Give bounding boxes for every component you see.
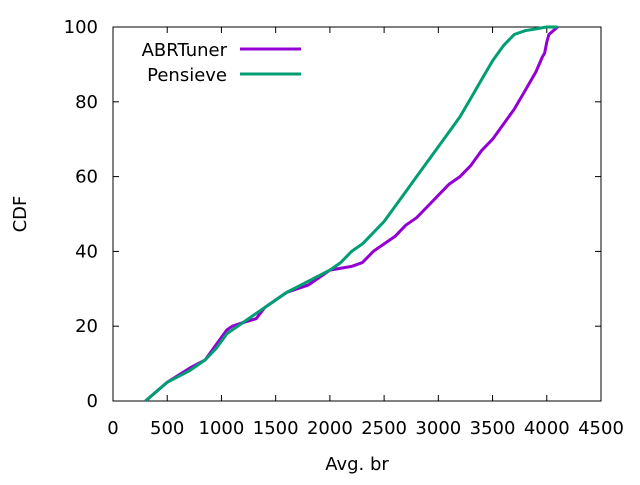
plot-border xyxy=(112,26,602,402)
x-axis-title: Avg. br xyxy=(325,454,389,475)
y-tick-label: 20 xyxy=(75,316,98,337)
x-tick-label: 2000 xyxy=(307,418,353,439)
x-tick-label: 500 xyxy=(150,418,184,439)
x-tick-label: 0 xyxy=(107,418,118,439)
x-tick-label: 1000 xyxy=(199,418,245,439)
series-lines xyxy=(144,25,559,403)
series-line-pensieve xyxy=(144,25,558,403)
y-tick-label: 0 xyxy=(87,391,98,412)
x-tick-label: 3500 xyxy=(470,418,516,439)
y-tick-label: 100 xyxy=(64,17,98,38)
y-axis-ticks: 0 20 40 60 80 100 xyxy=(64,17,601,412)
x-tick-label: 2500 xyxy=(361,418,407,439)
x-tick-label: 3000 xyxy=(415,418,461,439)
x-tick-label: 4000 xyxy=(524,418,570,439)
y-axis-title: CDF xyxy=(10,196,31,233)
legend-label-pensieve: Pensieve xyxy=(147,65,227,86)
y-tick-label: 60 xyxy=(75,167,98,188)
legend: ABRTuner Pensieve xyxy=(142,40,301,86)
x-tick-label: 1500 xyxy=(253,418,299,439)
y-tick-label: 40 xyxy=(75,241,98,262)
x-axis-ticks: 0 500 1000 1500 2000 2500 3000 3500 4000 4500 xyxy=(107,27,624,439)
y-tick-label: 80 xyxy=(75,92,98,113)
series-line-abrtuner xyxy=(144,25,559,403)
x-tick-label: 4500 xyxy=(578,418,624,439)
plot-frame xyxy=(112,26,602,402)
legend-label-abrtuner: ABRTuner xyxy=(142,40,228,61)
